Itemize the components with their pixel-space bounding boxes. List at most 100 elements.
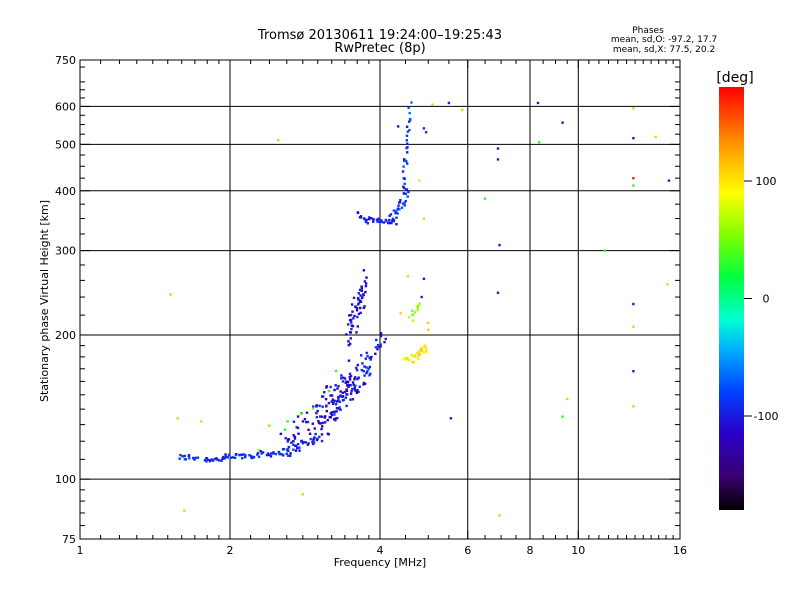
data-point bbox=[339, 408, 342, 411]
x-tick-label: 10 bbox=[571, 544, 585, 557]
data-point bbox=[337, 399, 340, 402]
data-point bbox=[351, 381, 355, 384]
data-point bbox=[376, 343, 380, 347]
x-tick-label: 16 bbox=[673, 544, 687, 557]
data-point bbox=[183, 458, 187, 461]
data-point bbox=[347, 340, 350, 343]
data-point bbox=[345, 388, 348, 391]
data-point bbox=[298, 446, 301, 449]
data-point bbox=[424, 345, 428, 348]
colorbar-tick-label: 100 bbox=[756, 175, 777, 188]
data-point bbox=[366, 354, 369, 358]
data-point bbox=[335, 410, 338, 413]
data-point bbox=[315, 404, 319, 407]
colorbar-ticks: 100 0 -100 bbox=[744, 175, 778, 423]
data-point bbox=[498, 514, 501, 517]
data-point bbox=[341, 391, 345, 394]
data-point bbox=[304, 441, 307, 444]
data-point bbox=[337, 384, 340, 388]
data-point bbox=[220, 459, 223, 463]
data-point bbox=[348, 378, 352, 381]
data-point bbox=[350, 324, 353, 327]
data-point bbox=[348, 314, 351, 317]
data-point bbox=[341, 380, 345, 383]
data-point bbox=[424, 131, 428, 134]
data-point bbox=[349, 313, 353, 317]
data-point bbox=[347, 343, 350, 347]
data-point bbox=[396, 212, 399, 215]
data-point bbox=[346, 323, 350, 326]
data-point bbox=[536, 101, 540, 105]
data-point bbox=[394, 211, 397, 215]
data-point bbox=[422, 217, 426, 220]
data-point bbox=[295, 444, 298, 448]
data-point bbox=[496, 291, 500, 294]
data-point bbox=[211, 459, 215, 462]
data-point bbox=[348, 375, 351, 379]
data-point bbox=[359, 215, 363, 218]
data-point bbox=[565, 397, 569, 401]
data-point bbox=[340, 374, 343, 377]
data-point bbox=[340, 377, 343, 380]
data-point bbox=[409, 117, 412, 121]
data-point bbox=[406, 130, 410, 133]
data-point bbox=[390, 221, 393, 225]
data-point bbox=[402, 202, 405, 205]
data-point bbox=[345, 393, 349, 396]
data-point bbox=[368, 365, 372, 369]
data-point bbox=[405, 125, 409, 128]
data-point bbox=[407, 190, 410, 194]
data-point bbox=[420, 295, 423, 299]
data-point bbox=[498, 243, 501, 247]
data-point bbox=[363, 374, 366, 377]
data-point bbox=[407, 120, 411, 123]
data-point bbox=[603, 249, 606, 252]
data-point bbox=[343, 377, 347, 380]
data-point bbox=[345, 333, 348, 336]
data-point bbox=[374, 352, 377, 356]
data-point bbox=[221, 455, 225, 459]
data-point bbox=[318, 404, 321, 408]
data-point bbox=[213, 457, 216, 461]
data-point bbox=[349, 318, 353, 322]
data-point bbox=[329, 394, 332, 397]
data-point bbox=[287, 445, 291, 449]
data-point bbox=[301, 493, 305, 496]
data-point bbox=[379, 343, 382, 346]
data-point bbox=[347, 385, 350, 389]
data-point bbox=[363, 365, 366, 368]
data-point bbox=[216, 458, 219, 461]
data-point bbox=[361, 362, 364, 365]
data-point bbox=[368, 374, 371, 377]
data-point bbox=[363, 382, 367, 386]
y-tick-label: 500 bbox=[55, 138, 76, 151]
data-point bbox=[383, 340, 386, 344]
data-point bbox=[363, 280, 367, 283]
data-point bbox=[333, 399, 336, 403]
data-point bbox=[349, 331, 352, 334]
data-point bbox=[169, 293, 172, 296]
data-point bbox=[368, 356, 371, 360]
data-point bbox=[244, 453, 247, 457]
data-point bbox=[461, 108, 464, 112]
x-tick-label: 4 bbox=[377, 544, 384, 557]
data-point bbox=[632, 370, 635, 373]
data-point bbox=[353, 378, 356, 381]
data-point bbox=[327, 433, 331, 436]
data-point bbox=[313, 436, 316, 439]
y-tick-label: 600 bbox=[55, 100, 76, 113]
data-point bbox=[410, 354, 414, 357]
data-point bbox=[355, 391, 359, 395]
data-point bbox=[400, 206, 404, 209]
data-point bbox=[334, 418, 337, 422]
data-point bbox=[339, 390, 342, 393]
data-point bbox=[295, 426, 298, 429]
data-point bbox=[365, 276, 368, 279]
data-point bbox=[384, 218, 388, 222]
data-point bbox=[402, 192, 406, 195]
data-point bbox=[323, 391, 326, 394]
data-point bbox=[320, 415, 324, 418]
data-point bbox=[265, 453, 269, 457]
data-point bbox=[424, 347, 428, 350]
